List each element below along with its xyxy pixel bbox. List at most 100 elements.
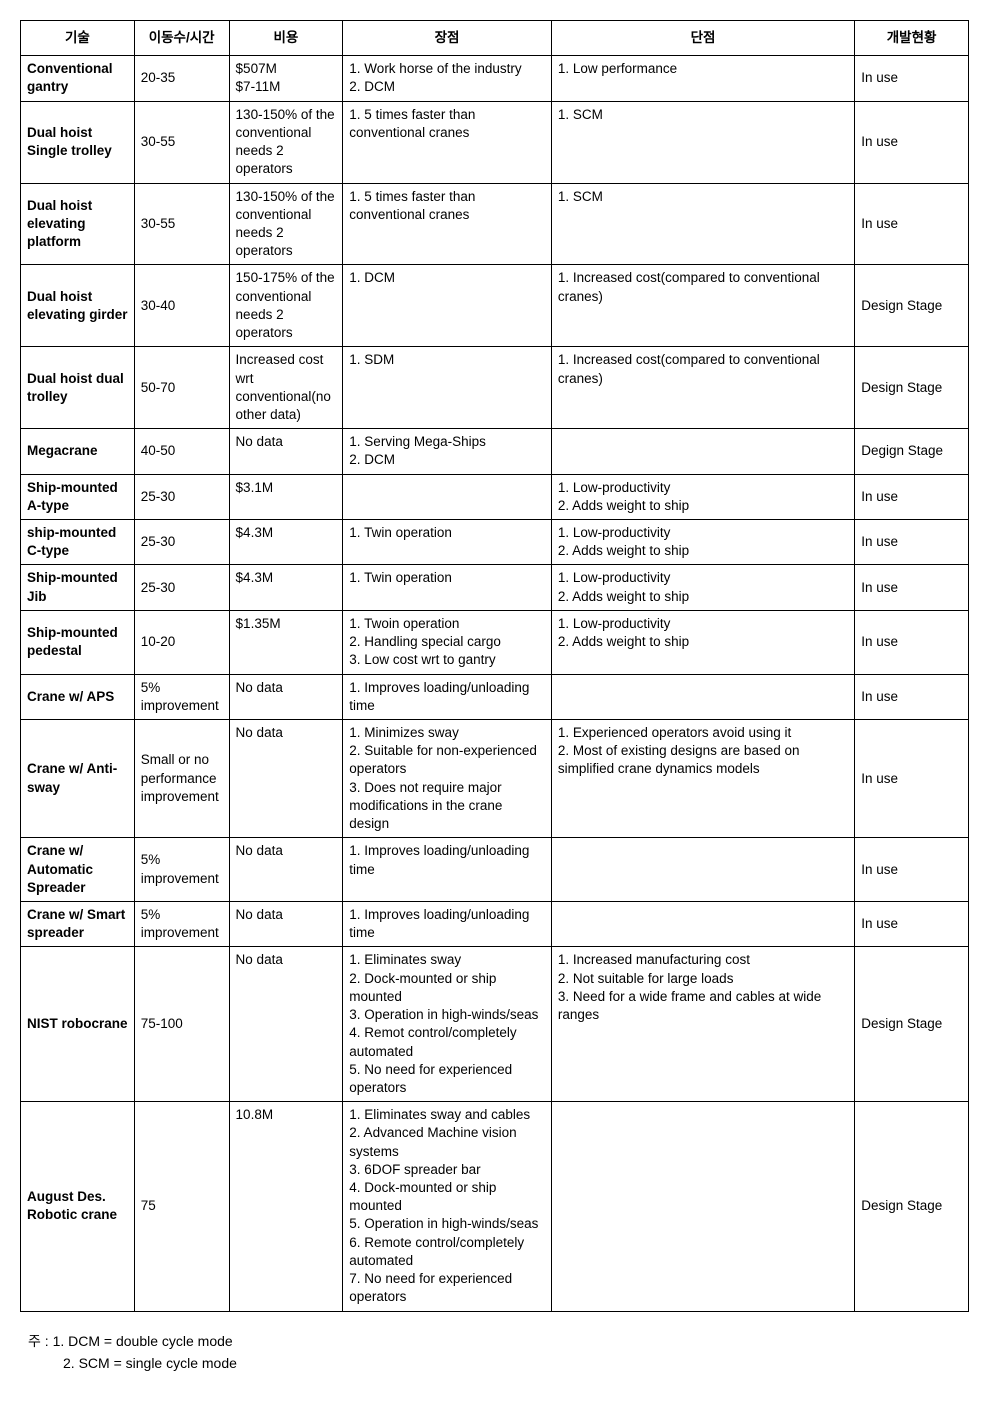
cell-cons: 1. Increased cost(compared to convention… (551, 347, 854, 429)
cell-pros: 1. Minimizes sway2. Suitable for non-exp… (343, 720, 552, 838)
cell-tech: Ship-mounted Jib (21, 565, 135, 610)
cell-cost: No data (229, 838, 343, 902)
cell-tech: Ship-mounted A-type (21, 474, 135, 519)
cell-pros: 1. 5 times faster than conventional cran… (343, 101, 552, 183)
cell-cons: 1. Low-productivity2. Adds weight to shi… (551, 610, 854, 674)
cell-cost: No data (229, 674, 343, 719)
cell-cost: $3.1M (229, 474, 343, 519)
column-header: 이동수/시간 (134, 21, 229, 56)
column-header: 기술 (21, 21, 135, 56)
cell-status: In use (855, 565, 969, 610)
cell-cost: Increased cost wrt conventional(no other… (229, 347, 343, 429)
cell-moves: 5% improvement (134, 674, 229, 719)
table-row: Dual hoist Single trolley30-55130-150% o… (21, 101, 969, 183)
table-row: NIST robocrane75-100No data1. Eliminates… (21, 947, 969, 1102)
table-row: Dual hoist elevating girder30-40150-175%… (21, 265, 969, 347)
cell-status: In use (855, 474, 969, 519)
cell-tech: Megacrane (21, 429, 135, 474)
cell-status: Design Stage (855, 1102, 969, 1311)
cell-moves: 30-55 (134, 101, 229, 183)
table-row: Conventional gantry20-35$507M$7-11M1. Wo… (21, 56, 969, 101)
cell-tech: Crane w/ Automatic Spreader (21, 838, 135, 902)
cell-pros: 1. Twin operation (343, 520, 552, 565)
cell-cost: No data (229, 720, 343, 838)
cell-moves: 75 (134, 1102, 229, 1311)
footnotes: 주 : 1. DCM = double cycle mode 2. SCM = … (20, 1330, 969, 1375)
cell-pros: 1. Serving Mega-Ships2. DCM (343, 429, 552, 474)
cell-tech: Dual hoist dual trolley (21, 347, 135, 429)
table-body: Conventional gantry20-35$507M$7-11M1. Wo… (21, 56, 969, 1311)
cell-tech: ship-mounted C-type (21, 520, 135, 565)
cell-cost: 130-150% of the conventional needs 2 ope… (229, 101, 343, 183)
footnote-1-text: 1. DCM = double cycle mode (53, 1333, 233, 1349)
cell-cons: 1. Increased cost(compared to convention… (551, 265, 854, 347)
cell-pros (343, 474, 552, 519)
cell-pros: 1. Twoin operation2. Handling special ca… (343, 610, 552, 674)
cell-pros: 1. DCM (343, 265, 552, 347)
cell-cons: 1. Increased manufacturing cost2. Not su… (551, 947, 854, 1102)
cell-status: In use (855, 901, 969, 946)
cell-pros: 1. SDM (343, 347, 552, 429)
cell-pros: 1. Twin operation (343, 565, 552, 610)
cell-moves: 5% improvement (134, 838, 229, 902)
cell-tech: Crane w/ APS (21, 674, 135, 719)
cell-status: In use (855, 610, 969, 674)
table-row: Crane w/ Automatic Spreader5% improvemen… (21, 838, 969, 902)
cell-pros: 1. Improves loading/unloading time (343, 674, 552, 719)
cell-cons (551, 838, 854, 902)
cell-cost: $4.3M (229, 520, 343, 565)
cell-cost: 130-150% of the conventional needs 2 ope… (229, 183, 343, 265)
footnote-2: 2. SCM = single cycle mode (28, 1352, 969, 1374)
table-row: Crane w/ Smart spreader5% improvementNo … (21, 901, 969, 946)
cell-cons (551, 674, 854, 719)
footnote-2-text: 2. SCM = single cycle mode (28, 1352, 237, 1374)
table-header: 기술이동수/시간비용장점단점개발현황 (21, 21, 969, 56)
cell-cost: 10.8M (229, 1102, 343, 1311)
cell-cost: $4.3M (229, 565, 343, 610)
cell-status: In use (855, 183, 969, 265)
cell-tech: Ship-mounted pedestal (21, 610, 135, 674)
column-header: 단점 (551, 21, 854, 56)
cell-cons (551, 901, 854, 946)
cell-status: In use (855, 674, 969, 719)
cell-cost: No data (229, 947, 343, 1102)
cell-moves: 50-70 (134, 347, 229, 429)
cell-tech: Crane w/ Anti-sway (21, 720, 135, 838)
cell-pros: 1. Work horse of the industry2. DCM (343, 56, 552, 101)
cell-status: Degign Stage (855, 429, 969, 474)
cell-status: Design Stage (855, 347, 969, 429)
cell-pros: 1. Improves loading/unloading time (343, 838, 552, 902)
cell-pros: 1. Improves loading/unloading time (343, 901, 552, 946)
table-row: Crane w/ APS5% improvementNo data1. Impr… (21, 674, 969, 719)
table-row: Megacrane40-50No data1. Serving Mega-Shi… (21, 429, 969, 474)
cell-cons (551, 1102, 854, 1311)
cell-tech: Dual hoist elevating platform (21, 183, 135, 265)
cell-tech: Crane w/ Smart spreader (21, 901, 135, 946)
cell-moves: 40-50 (134, 429, 229, 474)
cell-cost: No data (229, 429, 343, 474)
cell-status: In use (855, 838, 969, 902)
cell-pros: 1. Eliminates sway2. Dock-mounted or shi… (343, 947, 552, 1102)
footnote-prefix: 주 : (28, 1333, 53, 1349)
table-row: ship-mounted C-type25-30$4.3M1. Twin ope… (21, 520, 969, 565)
cell-cons: 1. SCM (551, 183, 854, 265)
cell-moves: 30-40 (134, 265, 229, 347)
cell-cons (551, 429, 854, 474)
cell-status: In use (855, 720, 969, 838)
cell-pros: 1. 5 times faster than conventional cran… (343, 183, 552, 265)
cell-cost: 150-175% of the conventional needs 2 ope… (229, 265, 343, 347)
cell-moves: 5% improvement (134, 901, 229, 946)
cell-cons: 1. Low-productivity2. Adds weight to shi… (551, 520, 854, 565)
cell-cost: No data (229, 901, 343, 946)
table-row: Crane w/ Anti-swaySmall or no performanc… (21, 720, 969, 838)
crane-tech-table: 기술이동수/시간비용장점단점개발현황 Conventional gantry20… (20, 20, 969, 1312)
cell-cons: 1. Experienced operators avoid using it2… (551, 720, 854, 838)
cell-tech: August Des. Robotic crane (21, 1102, 135, 1311)
column-header: 장점 (343, 21, 552, 56)
column-header: 개발현황 (855, 21, 969, 56)
table-row: Ship-mounted A-type25-30$3.1M1. Low-prod… (21, 474, 969, 519)
cell-status: Design Stage (855, 265, 969, 347)
cell-cost: $507M$7-11M (229, 56, 343, 101)
cell-moves: 25-30 (134, 565, 229, 610)
table-row: Ship-mounted pedestal10-20$1.35M1. Twoin… (21, 610, 969, 674)
